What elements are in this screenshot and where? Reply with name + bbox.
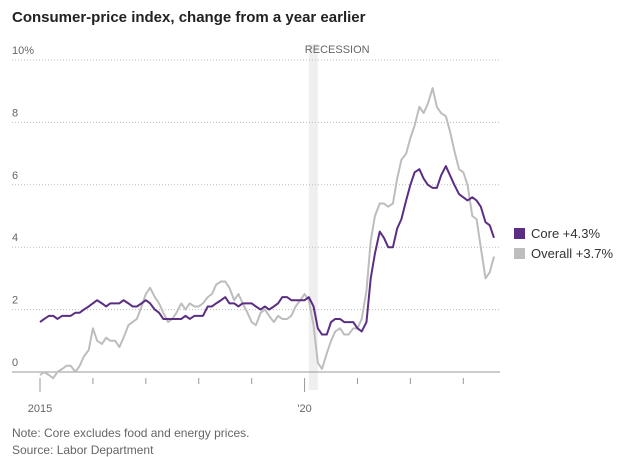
y-tick-label: 0: [12, 357, 18, 369]
series-line: [39, 165, 495, 336]
series-line: [39, 87, 495, 380]
source: Source: Labor Department: [12, 443, 154, 457]
recession-label: RECESSION: [305, 44, 370, 56]
recession-band: [308, 44, 318, 390]
chart-title: Consumer-price index, change from a year…: [12, 9, 366, 26]
legend-swatch: [514, 248, 525, 259]
y-tick-label: 4: [12, 232, 18, 244]
y-tick-label: 10%: [12, 45, 34, 57]
x-tick-label: '20: [297, 403, 311, 415]
legend-label: Overall +3.7%: [531, 246, 613, 261]
legend-label: Core +4.3%: [531, 226, 600, 241]
y-tick-label: 8: [12, 107, 18, 119]
y-tick-label: 6: [12, 170, 18, 182]
legend-swatch: [514, 228, 525, 239]
y-tick-label: 2: [12, 295, 18, 307]
x-tick-label: 2015: [28, 403, 52, 415]
note: Note: Core excludes food and energy pric…: [12, 426, 249, 440]
